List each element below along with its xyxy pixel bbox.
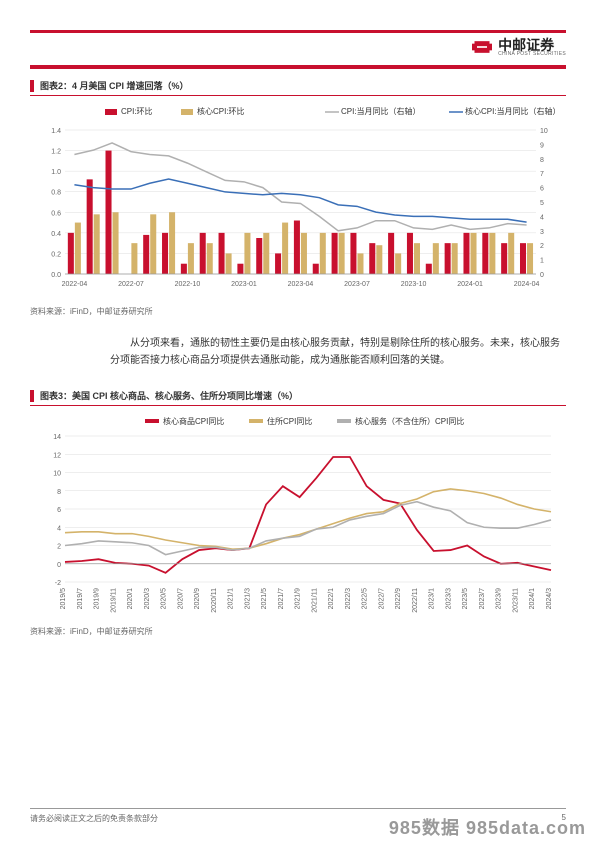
chart2-source: 资料来源：iFinD，中邮证券研究所 xyxy=(30,626,566,637)
svg-text:住所CPI同比: 住所CPI同比 xyxy=(267,416,312,426)
top-accent-bar xyxy=(30,30,566,33)
svg-text:4: 4 xyxy=(57,525,61,532)
svg-text:4: 4 xyxy=(540,214,544,221)
svg-text:核心服务（不含住所）CPI同比: 核心服务（不含住所）CPI同比 xyxy=(355,416,464,426)
svg-text:2022/7: 2022/7 xyxy=(378,588,385,610)
svg-text:2022-10: 2022-10 xyxy=(175,281,201,288)
svg-text:2020/7: 2020/7 xyxy=(177,588,184,610)
svg-text:CPI:环比: CPI:环比 xyxy=(121,106,153,116)
svg-text:1.2: 1.2 xyxy=(51,149,61,156)
svg-text:8: 8 xyxy=(57,489,61,496)
chart2-title-row: 图表3：美国 CPI 核心商品、核心服务、住所分项同比增速（%） xyxy=(30,389,566,406)
svg-text:核心商品CPI同比: 核心商品CPI同比 xyxy=(163,416,224,426)
chart1: CPI:环比 核心CPI:环比 CPI:当月同比（右轴） 核心CPI:当月同比（右轴）… xyxy=(30,102,566,302)
chart1-title-row: 图表2：4 月美国 CPI 增速回落（%） xyxy=(30,79,566,96)
svg-text:2023-10: 2023-10 xyxy=(401,281,427,288)
svg-text:2023/3: 2023/3 xyxy=(445,588,452,610)
svg-text:2023/5: 2023/5 xyxy=(462,588,469,610)
svg-text:8: 8 xyxy=(540,157,544,164)
svg-text:14: 14 xyxy=(53,434,61,441)
chart2-title: 图表3：美国 CPI 核心商品、核心服务、住所分项同比增速（%） xyxy=(40,389,298,402)
svg-text:2022-07: 2022-07 xyxy=(118,281,144,288)
svg-text:2023/7: 2023/7 xyxy=(479,588,486,610)
svg-text:2023-07: 2023-07 xyxy=(344,281,370,288)
chart1-svg: CPI:环比 核心CPI:环比 CPI:当月同比（右轴） 核心CPI:当月同比（右轴）… xyxy=(30,102,566,302)
svg-text:2020/1: 2020/1 xyxy=(127,588,134,610)
svg-text:2023-04: 2023-04 xyxy=(288,281,314,288)
svg-text:1.4: 1.4 xyxy=(51,128,61,135)
svg-text:10: 10 xyxy=(53,471,61,478)
chart1-title: 图表2：4 月美国 CPI 增速回落（%） xyxy=(40,79,189,92)
chart2-svg: 核心商品CPI同比 住所CPI同比 核心服务（不含住所）CPI同比 -2 0 2 4 6 8 10… xyxy=(30,412,566,622)
paragraph: 从分项来看，通胀的韧性主要仍是由核心服务贡献，特别是剔除住所的核心服务。未来，核… xyxy=(110,335,566,369)
chart1-source: 资料来源：iFinD，中邮证券研究所 xyxy=(30,306,566,317)
svg-text:-2: -2 xyxy=(55,580,61,587)
header: 中邮证券 CHINA POST SECURITIES xyxy=(30,37,566,57)
svg-text:2022/5: 2022/5 xyxy=(362,588,369,610)
svg-text:2020/11: 2020/11 xyxy=(211,588,218,613)
svg-text:2022-04: 2022-04 xyxy=(62,281,88,288)
svg-text:0.0: 0.0 xyxy=(51,272,61,279)
svg-text:2020/9: 2020/9 xyxy=(194,588,201,610)
header-accent-bar xyxy=(30,65,566,69)
svg-text:2023-01: 2023-01 xyxy=(231,281,257,288)
svg-text:0.6: 0.6 xyxy=(51,210,61,217)
svg-text:2023/11: 2023/11 xyxy=(512,588,519,613)
svg-text:2021/7: 2021/7 xyxy=(278,588,285,610)
svg-text:2022/11: 2022/11 xyxy=(412,588,419,613)
svg-text:6: 6 xyxy=(540,186,544,193)
svg-text:0: 0 xyxy=(57,562,61,569)
svg-text:12: 12 xyxy=(53,452,61,459)
svg-text:0.4: 0.4 xyxy=(51,231,61,238)
svg-text:1: 1 xyxy=(540,258,544,265)
svg-text:7: 7 xyxy=(540,171,544,178)
svg-text:2021/5: 2021/5 xyxy=(261,588,268,610)
svg-text:2022/9: 2022/9 xyxy=(395,588,402,610)
svg-text:2021/11: 2021/11 xyxy=(311,588,318,613)
svg-text:6: 6 xyxy=(57,507,61,514)
svg-text:2023/9: 2023/9 xyxy=(496,588,503,610)
post-icon xyxy=(472,37,492,57)
svg-text:5: 5 xyxy=(540,200,544,207)
footer-disclaimer: 请务必阅读正文之后的免责条款部分 xyxy=(30,813,158,824)
svg-text:0: 0 xyxy=(540,272,544,279)
svg-text:2021/9: 2021/9 xyxy=(295,588,302,610)
svg-text:2023/1: 2023/1 xyxy=(429,588,436,610)
svg-text:2: 2 xyxy=(57,544,61,551)
svg-text:2024/3: 2024/3 xyxy=(546,588,553,610)
brand-name-cn: 中邮证券 xyxy=(498,38,566,52)
svg-text:2020/3: 2020/3 xyxy=(144,588,151,610)
svg-text:2020/5: 2020/5 xyxy=(161,588,168,610)
svg-text:3: 3 xyxy=(540,229,544,236)
svg-text:2021/3: 2021/3 xyxy=(244,588,251,610)
svg-text:CPI:当月同比（右轴）: CPI:当月同比（右轴） xyxy=(341,106,421,116)
svg-text:2019/11: 2019/11 xyxy=(110,588,117,613)
brand-logo: 中邮证券 CHINA POST SECURITIES xyxy=(472,37,566,57)
svg-text:2: 2 xyxy=(540,243,544,250)
svg-text:0.2: 0.2 xyxy=(51,251,61,258)
svg-text:2022/3: 2022/3 xyxy=(345,588,352,610)
brand-name-en: CHINA POST SECURITIES xyxy=(498,52,566,57)
svg-text:2019/5: 2019/5 xyxy=(60,588,67,610)
svg-text:2024-01: 2024-01 xyxy=(457,281,483,288)
svg-text:10: 10 xyxy=(540,128,548,135)
svg-text:2024/1: 2024/1 xyxy=(529,588,536,610)
svg-text:1.0: 1.0 xyxy=(51,169,61,176)
svg-text:2024-04: 2024-04 xyxy=(514,281,540,288)
svg-text:核心CPI:当月同比（右轴）: 核心CPI:当月同比（右轴） xyxy=(465,106,561,116)
title-accent xyxy=(30,80,34,92)
title-accent xyxy=(30,390,34,402)
svg-text:2022/1: 2022/1 xyxy=(328,588,335,610)
svg-text:2019/7: 2019/7 xyxy=(77,588,84,610)
svg-text:2019/9: 2019/9 xyxy=(94,588,101,610)
chart2: 核心商品CPI同比 住所CPI同比 核心服务（不含住所）CPI同比 -2 0 2 4 6 8 10… xyxy=(30,412,566,622)
watermark: 985数据 985data.com xyxy=(389,814,586,840)
svg-text:2021/1: 2021/1 xyxy=(228,588,235,610)
svg-text:核心CPI:环比: 核心CPI:环比 xyxy=(197,106,245,116)
svg-text:9: 9 xyxy=(540,142,544,149)
svg-text:0.8: 0.8 xyxy=(51,190,61,197)
